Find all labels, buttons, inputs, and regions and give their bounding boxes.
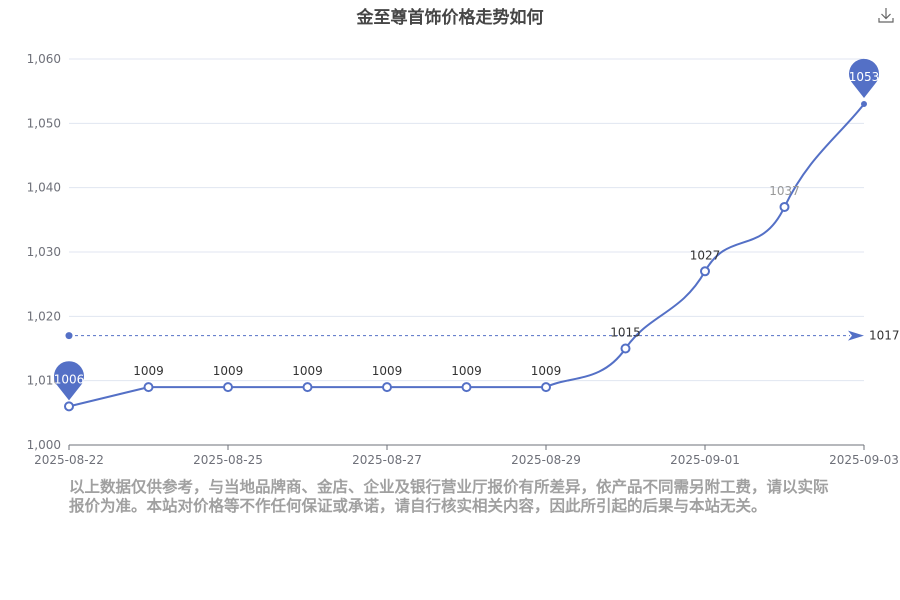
data-point (64, 401, 74, 412)
data-point (302, 382, 313, 393)
download-icon[interactable] (877, 6, 895, 24)
y-tick-label: 1,060 (27, 52, 61, 66)
y-tick-label: 1,050 (27, 116, 61, 130)
data-label: 1009 (372, 364, 403, 378)
series-line (68, 103, 865, 408)
data-point (620, 343, 631, 354)
mark-pin (54, 361, 84, 401)
average-line-label: 1017 (869, 329, 900, 343)
y-tick-label: 1,030 (27, 245, 61, 259)
data-point (143, 382, 154, 393)
data-point (700, 266, 710, 277)
y-tick-label: 1,010 (27, 374, 61, 388)
data-point (779, 201, 790, 212)
mark-pin-label: 1006 (54, 372, 85, 386)
average-line-arrow (848, 330, 864, 341)
data-label: 1037 (769, 184, 800, 198)
x-tick-label: 2025-08-27 (352, 453, 422, 467)
disclaimer-text: 以上数据仅供参考，与当地品牌商、金店、企业及银行营业厅报价有所差异，依产品不同需… (69, 478, 829, 515)
chart-title: 金至尊首饰价格走势如何 (356, 8, 544, 28)
y-tick-label: 1,000 (27, 438, 61, 452)
y-tick-label: 1,020 (27, 309, 61, 323)
data-point (861, 101, 867, 108)
y-tick-label: 1,040 (27, 181, 61, 195)
data-label: 1009 (451, 364, 482, 378)
data-label: 1009 (133, 364, 164, 378)
x-tick-label: 2025-08-29 (511, 453, 581, 467)
data-label: 1009 (531, 364, 562, 378)
data-label: 1015 (610, 326, 641, 340)
line-chart: 1,000 1,010 1,020 1,030 1,040 1,050 1,060 2025-… (27, 52, 900, 467)
data-label: 1027 (690, 248, 721, 262)
x-tick-label: 2025-08-22 (34, 453, 104, 467)
x-tick-label: 2025-08-25 (193, 453, 263, 467)
data-label: 1009 (292, 364, 323, 378)
data-point (541, 382, 551, 393)
x-tick-label: 2025-09-03 (829, 453, 899, 467)
mark-pin (849, 58, 879, 99)
mark-pin-label: 1053 (849, 70, 880, 84)
data-label: 1009 (213, 364, 244, 378)
average-line-start (65, 332, 73, 340)
data-point (382, 382, 392, 393)
data-point (223, 382, 233, 393)
data-point (461, 382, 472, 393)
x-tick-label: 2025-09-01 (670, 453, 740, 467)
